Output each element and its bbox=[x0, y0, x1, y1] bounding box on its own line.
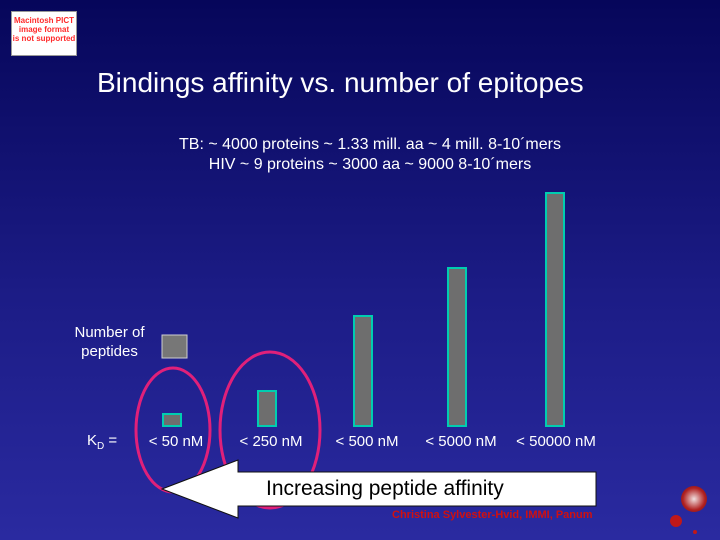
y-axis-label: Number of peptides bbox=[74, 324, 145, 360]
bar-group bbox=[162, 192, 565, 427]
bar-3 bbox=[447, 267, 467, 427]
credit-text: Christina Sylvester-Hvid, IMMI, Panum bbox=[392, 509, 593, 521]
highlight-circle bbox=[134, 366, 212, 494]
bar-0 bbox=[162, 413, 182, 427]
bar-1 bbox=[257, 390, 277, 427]
subtitle-line-hiv: HIV ~ 9 proteins ~ 3000 aa ~ 9000 8-10´m… bbox=[208, 156, 532, 173]
bar-2 bbox=[353, 315, 373, 427]
x-axis-label: KD = bbox=[87, 432, 117, 452]
x-tick-labels: < 50 nM < 250 nM < 500 nM < 5000 nM < 50000 … bbox=[149, 433, 596, 450]
x-tick-label: < 50 nM bbox=[149, 433, 204, 450]
legend-box bbox=[161, 334, 188, 359]
kd-letter: K bbox=[87, 432, 98, 449]
arrow-shape bbox=[160, 459, 597, 519]
x-tick-label: < 50000 nM bbox=[516, 433, 596, 450]
affinity-arrow bbox=[160, 459, 597, 519]
highlight-circle bbox=[218, 350, 322, 510]
university-seal-icon bbox=[681, 486, 707, 512]
slide-title: Bindings affinity vs. number of epitopes bbox=[97, 67, 584, 98]
slide-subtitle: TB: ~ 4000 proteins ~ 1.33 mill. aa ~ 4 … bbox=[0, 135, 720, 175]
unsupported-image-placeholder: Macintosh PICT image format is not suppo… bbox=[11, 11, 77, 56]
bar-4 bbox=[545, 192, 565, 427]
placeholder-line: image format bbox=[18, 25, 70, 34]
arrow-label: Increasing peptide affinity bbox=[266, 477, 504, 500]
kd-equals: = bbox=[104, 432, 118, 449]
seal-dot-icon bbox=[670, 515, 682, 527]
placeholder-line: Macintosh PICT bbox=[13, 16, 74, 25]
placeholder-line: is not supported bbox=[12, 34, 76, 43]
seal-small-dot-icon bbox=[693, 530, 697, 534]
x-tick-label: < 500 nM bbox=[336, 433, 399, 450]
subtitle-line-tb: TB: ~ 4000 proteins ~ 1.33 mill. aa ~ 4 … bbox=[179, 136, 561, 153]
kd-subscript: D bbox=[97, 441, 105, 452]
x-tick-label: < 250 nM bbox=[240, 433, 303, 450]
x-tick-label: < 5000 nM bbox=[425, 433, 496, 450]
